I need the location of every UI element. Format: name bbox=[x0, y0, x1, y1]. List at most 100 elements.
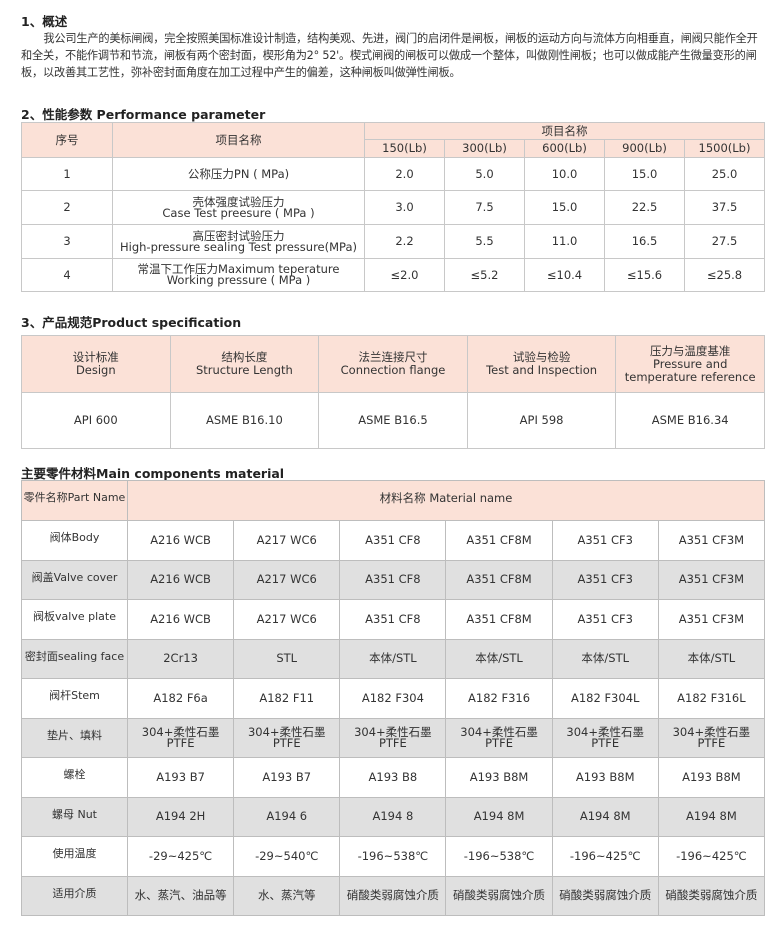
material-line: 304+柔性石墨 bbox=[141, 724, 220, 739]
material-line: 304+柔性石墨 bbox=[672, 724, 751, 739]
material-cell: A182 F316 bbox=[445, 678, 553, 719]
material-cell: A193 B8M bbox=[445, 757, 553, 798]
value-cell: 16.5 bbox=[604, 224, 685, 259]
material-cell: A351 CF8M bbox=[445, 599, 553, 640]
part-name: 螺栓 bbox=[21, 757, 128, 798]
material-cell: A182 F304L bbox=[551, 678, 659, 719]
item-name: 高压密封试验压力 High-pressure sealing Test press… bbox=[112, 224, 365, 259]
table-row: 3 高压密封试验压力 High-pressure sealing Test pres… bbox=[21, 224, 765, 259]
header-item: 项目名称 bbox=[112, 122, 365, 158]
spec-header-cn: 设计标准 bbox=[72, 350, 119, 364]
material-cell: A182 F304 bbox=[339, 678, 447, 719]
material-cell: A193 B8M bbox=[551, 757, 659, 798]
spec-header: 压力与温度基准 Pressure and temperature referenc… bbox=[615, 335, 765, 393]
part-name: 密封面sealing face bbox=[21, 638, 128, 679]
material-cell: -196~538℃ bbox=[445, 836, 553, 877]
material-cell: 本体/STL bbox=[339, 638, 447, 679]
item-name-cn: 高压密封试验压力 bbox=[192, 228, 285, 243]
overview-paragraph: 我公司生产的美标闸阀，完全按照美国标准设计制造，结构美观、先进，阀门的启闭件是闸… bbox=[21, 32, 758, 79]
table-row: 阀杆Stem A182 F6a A182 F11 A182 F304 A182 F316… bbox=[21, 678, 766, 719]
spec-header: 法兰连接尺寸 Connection flange bbox=[318, 335, 468, 393]
spec-header-en: Test and Inspection bbox=[486, 363, 598, 377]
material-cell: 硝酸类弱腐蚀介质 bbox=[339, 875, 447, 916]
material-line: PTFE bbox=[272, 735, 301, 750]
material-cell: 本体/STL bbox=[551, 638, 659, 679]
material-cell: A351 CF3M bbox=[657, 599, 766, 640]
class-header: 300(Lb) bbox=[444, 139, 525, 158]
material-line: PTFE bbox=[378, 735, 407, 750]
material-cell: 水、蒸汽等 bbox=[233, 875, 341, 916]
material-cell: A217 WC6 bbox=[233, 559, 341, 600]
material-cell: A351 CF3M bbox=[657, 520, 766, 561]
performance-table: 序号 项目名称 项目名称 150(Lb) 300(Lb) 600(Lb) 900(Lb… bbox=[21, 122, 765, 292]
spec-header-cn: 结构长度 bbox=[221, 350, 268, 364]
part-name: 阀板valve plate bbox=[21, 599, 128, 640]
part-name: 阀杆Stem bbox=[21, 678, 128, 719]
part-name: 使用温度 bbox=[21, 836, 128, 877]
material-cell: A351 CF3 bbox=[551, 520, 659, 561]
spec-header: 设计标准 Design bbox=[21, 335, 171, 393]
item-name: 常温下工作压力Maximum teperature Working pressur… bbox=[112, 258, 365, 292]
material-line: PTFE bbox=[166, 735, 195, 750]
value-cell: ≤5.2 bbox=[444, 258, 525, 292]
value-cell: 3.0 bbox=[364, 190, 445, 225]
material-cell: A351 CF3 bbox=[551, 559, 659, 600]
table-row: 适用介质 水、蒸汽、油品等 水、蒸汽等 硝酸类弱腐蚀介质 硝酸类弱腐蚀介质 硝酸类弱腐蚀介… bbox=[21, 875, 766, 916]
section2-heading: 2、性能参数 Performance parameter bbox=[21, 107, 266, 122]
material-cell: 304+柔性石墨 PTFE bbox=[339, 717, 447, 758]
table-row: 密封面sealing face 2Cr13 STL 本体/STL 本体/STL 本体/ST… bbox=[21, 638, 766, 679]
material-cell: A351 CF8 bbox=[339, 559, 447, 600]
material-cell: A216 WCB bbox=[126, 520, 235, 561]
material-line: PTFE bbox=[485, 735, 513, 750]
material-cell: -29~540℃ bbox=[233, 836, 341, 877]
value-cell: 15.0 bbox=[524, 190, 605, 225]
value-cell: 15.0 bbox=[604, 157, 685, 191]
row-number: 1 bbox=[21, 157, 113, 191]
section1-heading: 1、概述 bbox=[21, 14, 68, 29]
spec-header-cn: 法兰连接尺寸 bbox=[358, 350, 428, 364]
section4-heading: 主要零件材料Main components material bbox=[21, 466, 285, 481]
value-cell: ≤25.8 bbox=[684, 258, 765, 292]
value-cell: 10.0 bbox=[524, 157, 605, 191]
item-name-en: Working pressure ( MPa ) bbox=[166, 273, 311, 287]
spec-header-en: Structure Length bbox=[195, 363, 293, 377]
item-name-cn: 壳体强度试验压力 bbox=[192, 194, 285, 209]
material-cell: A194 8M bbox=[551, 796, 659, 837]
row-number: 4 bbox=[21, 258, 113, 292]
spec-header: 结构长度 Structure Length bbox=[169, 335, 320, 393]
material-cell: -29~425℃ bbox=[126, 836, 235, 877]
spec-header-cn: 压力与温度基准 bbox=[649, 343, 731, 358]
class-header: 900(Lb) bbox=[604, 139, 685, 158]
value-cell: ≤2.0 bbox=[364, 258, 445, 292]
table-row: 螺栓 A193 B7 A193 B7 A193 B8 A193 B8M A193 B8M A… bbox=[21, 757, 766, 798]
value-cell: 22.5 bbox=[604, 190, 685, 225]
table-row: 阀盖Valve cover A216 WCB A217 WC6 A351 CF8 A35… bbox=[21, 559, 766, 600]
material-cell: A351 CF8 bbox=[339, 599, 447, 640]
material-line: PTFE bbox=[591, 735, 620, 750]
material-line: 304+柔性石墨 bbox=[566, 724, 644, 739]
material-cell: 304+柔性石墨 PTFE bbox=[551, 717, 659, 758]
material-cell: A351 CF8 bbox=[339, 520, 447, 561]
section3-heading: 3、产品规范Product specification bbox=[21, 315, 242, 330]
table-row: 阀体Body A216 WCB A217 WC6 A351 CF8 A351 CF8M A… bbox=[21, 520, 766, 561]
material-cell: 硝酸类弱腐蚀介质 bbox=[657, 875, 766, 916]
item-name-cn: 公称压力PN ( MPa) bbox=[187, 166, 290, 181]
material-line: 304+柔性石墨 bbox=[460, 724, 538, 739]
spec-header-en: Design bbox=[75, 363, 116, 377]
value-cell: 7.5 bbox=[444, 190, 525, 225]
material-cell: A216 WCB bbox=[126, 599, 235, 640]
material-cell: A351 CF3 bbox=[551, 599, 659, 640]
table-row: 阀板valve plate A216 WCB A217 WC6 A351 CF8 A35… bbox=[21, 599, 766, 640]
part-name: 阀体Body bbox=[21, 520, 128, 561]
material-cell: 2Cr13 bbox=[126, 638, 235, 679]
material-line: 304+柔性石墨 bbox=[247, 724, 326, 739]
material-cell: 硝酸类弱腐蚀介质 bbox=[551, 875, 659, 916]
material-cell: A216 WCB bbox=[126, 559, 235, 600]
value-cell: 5.0 bbox=[444, 157, 525, 191]
value-cell: ≤10.4 bbox=[524, 258, 605, 292]
spec-header-cn: 试验与检验 bbox=[512, 350, 571, 364]
material-cell: A193 B7 bbox=[126, 757, 235, 798]
item-name: 公称压力PN ( MPa) bbox=[112, 157, 365, 191]
material-cell: A194 8M bbox=[657, 796, 766, 837]
material-cell: A351 CF3M bbox=[657, 559, 766, 600]
